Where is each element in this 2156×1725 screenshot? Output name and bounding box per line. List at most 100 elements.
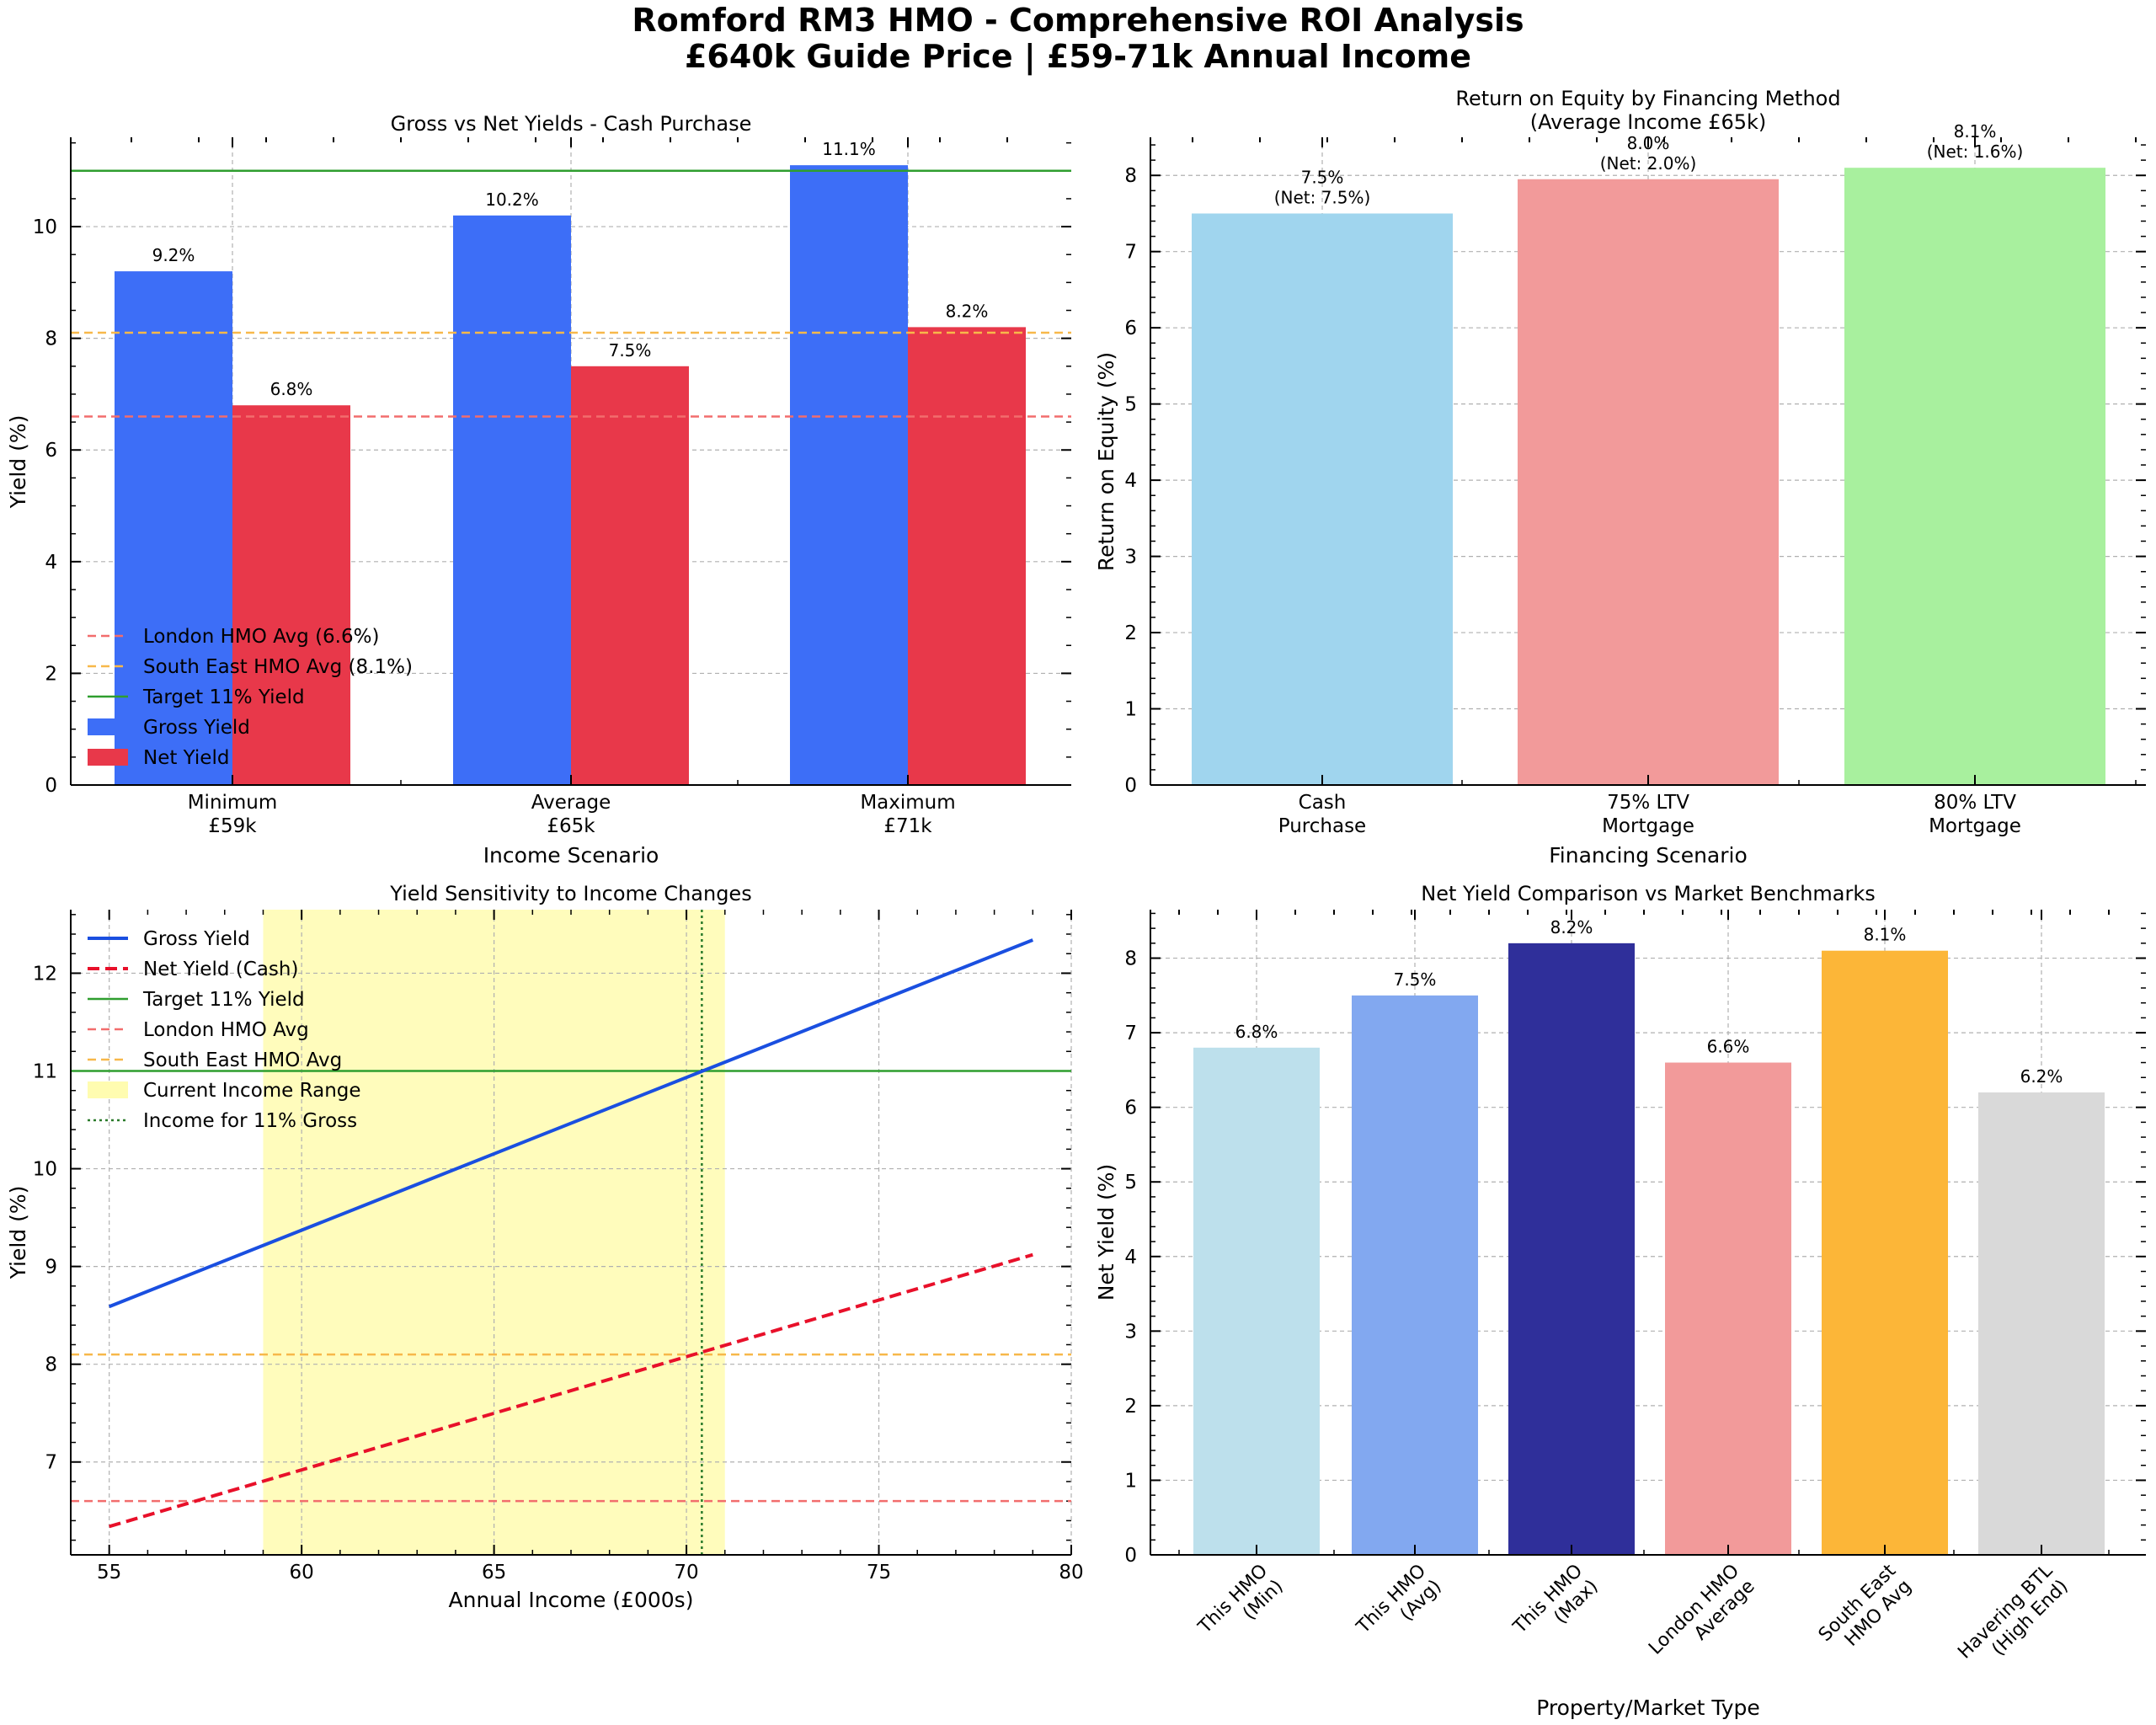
x-axis-title: Property/Market Type bbox=[1536, 1696, 1760, 1720]
y-tick-label: 6 bbox=[45, 440, 57, 462]
x-tick-label: This HMO(Avg) bbox=[1353, 1561, 1446, 1654]
benchmark-bar bbox=[1978, 1092, 2105, 1555]
bar-data-label: (Net: 2.0%) bbox=[1600, 153, 1697, 174]
x-axis-title: Income Scenario bbox=[483, 843, 659, 868]
bar-data-label: 7.5% bbox=[1301, 167, 1344, 187]
chart-title: Yield Sensitivity to Income Changes bbox=[389, 882, 751, 905]
x-tick-label: 70 bbox=[674, 1562, 698, 1583]
y-tick-label: 1 bbox=[1124, 1470, 1137, 1492]
x-tick-label: This HMO(Min) bbox=[1194, 1561, 1288, 1654]
x-tick-label: £71k bbox=[883, 815, 932, 837]
y-tick-label: 3 bbox=[1124, 1321, 1137, 1343]
x-tick-label: 60 bbox=[290, 1562, 314, 1583]
benchmark-bar bbox=[1193, 1047, 1320, 1555]
y-tick-label: 4 bbox=[1124, 1247, 1137, 1268]
y-tick-label: 8 bbox=[1124, 165, 1137, 187]
x-tick-label: £59k bbox=[208, 815, 257, 837]
y-tick-label: 2 bbox=[45, 663, 57, 685]
roe-bar bbox=[1192, 213, 1453, 785]
y-tick-label: 0 bbox=[1124, 1545, 1137, 1567]
x-tick-label: 80% LTV bbox=[1934, 792, 2016, 814]
x-tick-label: 55 bbox=[97, 1562, 121, 1583]
bar-net bbox=[232, 405, 350, 785]
y-tick-label: 5 bbox=[1124, 394, 1137, 416]
y-tick-label: 3 bbox=[1124, 547, 1137, 569]
y-axis-title: Yield (%) bbox=[6, 415, 30, 510]
x-tick-label: Cash bbox=[1299, 792, 1347, 814]
x-tick-label: Havering BTL(High End) bbox=[1954, 1560, 2073, 1679]
y-tick-label: 4 bbox=[1124, 470, 1137, 492]
legend-label: Gross Yield bbox=[143, 717, 250, 739]
legend-label: Net Yield bbox=[143, 747, 229, 769]
bar-gross bbox=[790, 165, 908, 785]
x-tick-label: Average bbox=[531, 792, 611, 814]
chart-title: Return on Equity by Financing Method bbox=[1455, 87, 1840, 110]
benchmark-bar bbox=[1665, 1062, 1791, 1555]
bar-data-label: 8.2% bbox=[946, 301, 989, 321]
x-tick-label: London HMOAverage bbox=[1645, 1561, 1758, 1674]
bar-data-label: 8.1% bbox=[1864, 925, 1907, 945]
y-tick-label: 8 bbox=[45, 1354, 57, 1376]
y-tick-label: 8 bbox=[1124, 948, 1137, 970]
bar-net bbox=[571, 366, 689, 785]
x-tick-label: 80 bbox=[1059, 1562, 1083, 1583]
legend-label: South East HMO Avg (8.1%) bbox=[143, 656, 413, 678]
legend-label: London HMO Avg (6.6%) bbox=[143, 626, 379, 648]
y-tick-label: 7 bbox=[1124, 242, 1137, 264]
y-tick-label: 9 bbox=[45, 1257, 57, 1279]
gross-yield-line bbox=[108, 938, 1034, 1309]
y-tick-label: 7 bbox=[45, 1452, 57, 1474]
x-tick-label: Minimum bbox=[188, 792, 278, 814]
yield-sensitivity-chart: 7 8 9 10 11 12 55 60 65 70 75 80 Yield Sensitivity t… bbox=[6, 882, 1084, 1612]
legend-label: Net Yield (Cash) bbox=[143, 959, 298, 980]
y-axis-title: Return on Equity (%) bbox=[1094, 352, 1118, 571]
legend-label: Current Income Range bbox=[143, 1080, 361, 1102]
benchmark-bar bbox=[1822, 950, 1948, 1555]
bar-data-label: 7.5% bbox=[1394, 969, 1437, 990]
x-tick-label: Maximum bbox=[860, 792, 955, 814]
benchmark-bar bbox=[1352, 995, 1478, 1555]
bar-gross bbox=[453, 215, 571, 785]
gross-vs-net-yields-chart: 0 2 4 6 8 10 9.2% 10.2% 11.1% 6.8% 7.5% 8.2% Minimum… bbox=[6, 112, 1071, 868]
y-tick-label: 4 bbox=[45, 552, 57, 574]
y-tick-label: 12 bbox=[33, 963, 57, 985]
y-tick-label: 6 bbox=[1124, 318, 1137, 339]
y-tick-label: 0 bbox=[45, 775, 57, 797]
y-axis-title: Yield (%) bbox=[6, 1186, 30, 1280]
y-axis-title: Net Yield (%) bbox=[1094, 1164, 1118, 1301]
legend-swatch bbox=[88, 749, 128, 766]
bar-data-label: (Net: 7.5%) bbox=[1274, 187, 1371, 207]
x-tick-label: 65 bbox=[482, 1562, 506, 1583]
net-yield-line bbox=[109, 1252, 1033, 1529]
bar-data-label: 10.2% bbox=[485, 190, 539, 210]
legend-label: Income for 11% Gross bbox=[143, 1110, 357, 1132]
bar-data-label: 8.2% bbox=[1550, 917, 1593, 937]
y-tick-label: 2 bbox=[1124, 1396, 1137, 1418]
y-tick-label: 1 bbox=[1124, 699, 1137, 721]
legend-label: Gross Yield bbox=[143, 928, 250, 950]
legend-label: London HMO Avg bbox=[143, 1019, 309, 1041]
y-tick-label: 0 bbox=[1124, 775, 1137, 797]
bar-net bbox=[908, 327, 1026, 785]
bar-data-label: 11.1% bbox=[822, 139, 876, 159]
legend-label: South East HMO Avg bbox=[143, 1049, 342, 1071]
y-tick-label: 10 bbox=[33, 216, 57, 238]
benchmark-bar bbox=[1508, 943, 1635, 1555]
roe-bar bbox=[1518, 179, 1779, 786]
legend-label: Target 11% Yield bbox=[142, 989, 305, 1011]
y-tick-label: 2 bbox=[1124, 622, 1137, 644]
bar-data-label: 6.8% bbox=[1235, 1022, 1278, 1042]
y-tick-label: 7 bbox=[1124, 1023, 1137, 1044]
x-tick-label: Purchase bbox=[1278, 815, 1366, 837]
roe-bar bbox=[1844, 168, 2105, 785]
x-tick-label: £65k bbox=[547, 815, 595, 837]
legend-swatch bbox=[88, 1081, 128, 1098]
chart-title: Net Yield Comparison vs Market Benchmark… bbox=[1421, 882, 1876, 905]
bar-data-label: 6.6% bbox=[1707, 1037, 1750, 1057]
bar-data-label: 7.5% bbox=[609, 340, 652, 360]
bar-gross bbox=[115, 271, 232, 785]
x-tick-label: Mortgage bbox=[1602, 815, 1694, 837]
y-tick-label: 11 bbox=[33, 1061, 57, 1083]
